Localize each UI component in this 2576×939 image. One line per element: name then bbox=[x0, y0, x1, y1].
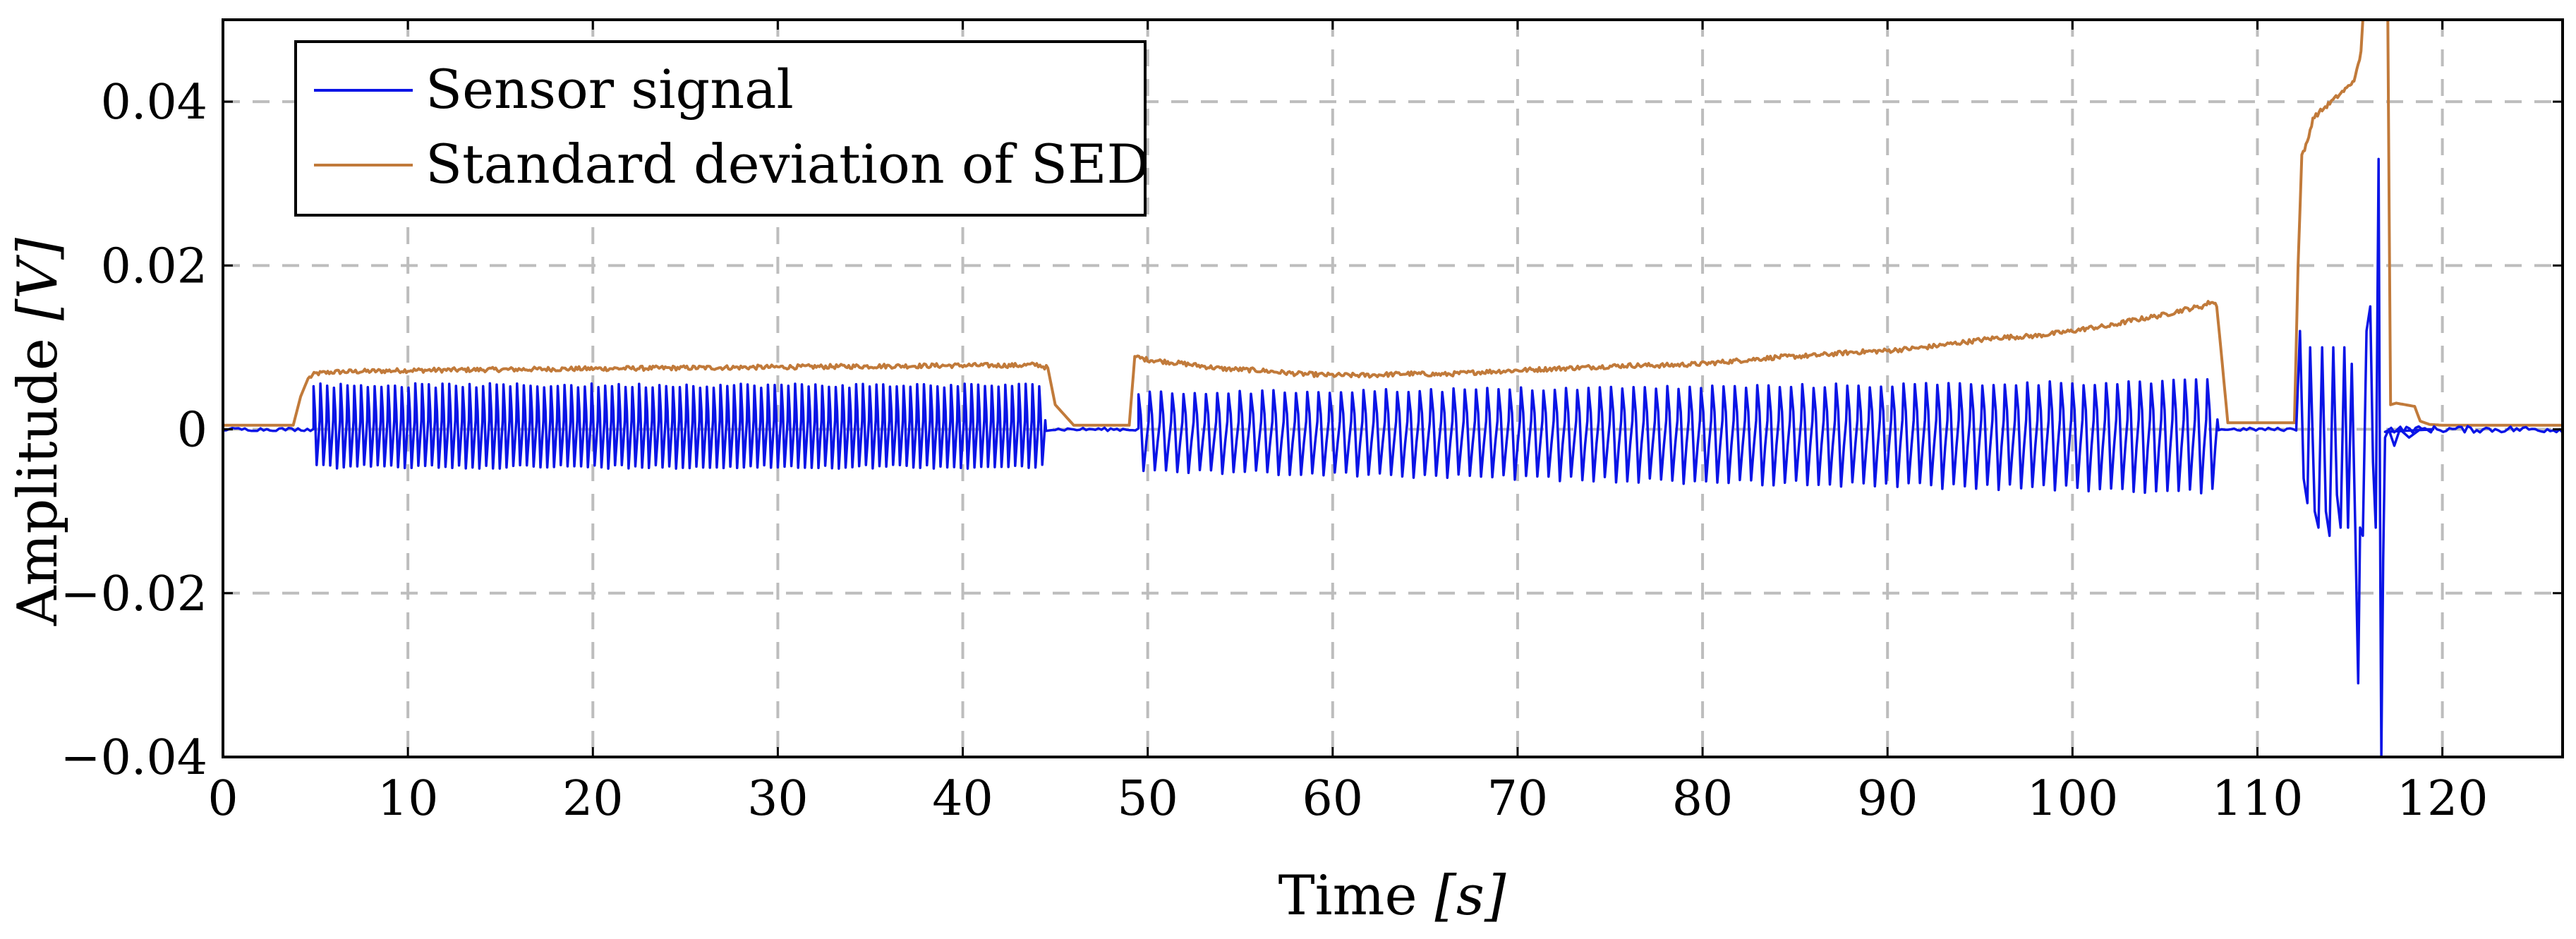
y-axis-title: Amplitude [V] bbox=[6, 238, 70, 626]
x-tick-label: 70 bbox=[1487, 771, 1549, 827]
x-tick-label: 90 bbox=[1857, 771, 1918, 827]
x-axis-title: Time [s] bbox=[1278, 864, 1506, 928]
ticks bbox=[222, 20, 2563, 758]
x-tick-label: 120 bbox=[2397, 771, 2489, 827]
x-axis-title-main: Time bbox=[1278, 864, 1435, 928]
plot-frame bbox=[222, 18, 2564, 758]
x-tick-label: 80 bbox=[1672, 771, 1734, 827]
x-tick-label: 110 bbox=[2212, 771, 2304, 827]
y-tick-label: −0.04 bbox=[61, 730, 207, 786]
series-layer bbox=[223, 20, 2563, 757]
y-axis-title-main: Amplitude bbox=[6, 320, 70, 626]
series-line-sensor-signal bbox=[223, 157, 2563, 757]
y-tick-label: 0.04 bbox=[101, 75, 207, 131]
y-axis-title-unit: [V] bbox=[6, 238, 70, 321]
x-tick-label: 40 bbox=[932, 771, 993, 827]
y-tick-label: 0.02 bbox=[101, 238, 207, 294]
legend-box bbox=[294, 40, 1147, 217]
y-tick-labels: 0.04 0.02 0 −0.02 −0.04 bbox=[61, 75, 207, 786]
series-line-standard-deviation bbox=[223, 20, 2563, 427]
y-tick-label: −0.02 bbox=[61, 567, 207, 622]
x-tick-label: 10 bbox=[377, 771, 439, 827]
x-tick-label: 100 bbox=[2026, 771, 2118, 827]
y-tick-label: 0 bbox=[177, 403, 207, 459]
x-tick-label: 20 bbox=[562, 771, 624, 827]
x-tick-label: 60 bbox=[1302, 771, 1364, 827]
legend-label-sensor-signal: Sensor signal bbox=[425, 58, 794, 121]
x-tick-label: 50 bbox=[1117, 771, 1178, 827]
legend-label-standard-deviation: Standard deviation of SED bbox=[425, 133, 1149, 195]
x-tick-label: 30 bbox=[747, 771, 809, 827]
legend: Sensor signal Standard deviation of SED bbox=[294, 40, 1149, 217]
x-tick-labels: 0 10 20 30 40 50 60 70 80 90 100 110 120 bbox=[207, 771, 2488, 827]
x-axis-title-unit: [s] bbox=[1435, 864, 1506, 928]
x-tick-label: 0 bbox=[207, 771, 238, 827]
